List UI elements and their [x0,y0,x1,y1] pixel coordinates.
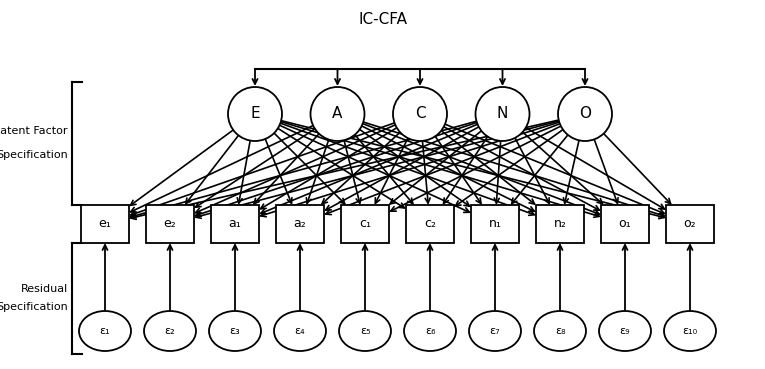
Text: N: N [496,107,508,121]
Text: ε₄: ε₄ [295,326,305,336]
Text: ε₆: ε₆ [425,326,435,336]
Circle shape [311,87,364,141]
FancyBboxPatch shape [666,205,714,243]
Circle shape [476,87,529,141]
Text: o₂: o₂ [684,217,696,231]
Ellipse shape [404,311,456,351]
Circle shape [558,87,612,141]
Ellipse shape [144,311,196,351]
Text: A: A [332,107,343,121]
Text: O: O [579,107,591,121]
Ellipse shape [534,311,586,351]
Circle shape [228,87,282,141]
Ellipse shape [599,311,651,351]
FancyBboxPatch shape [146,205,194,243]
Text: c₂: c₂ [424,217,436,231]
FancyBboxPatch shape [81,205,129,243]
Text: ε₂: ε₂ [164,326,175,336]
Text: Specification: Specification [0,303,68,313]
Ellipse shape [469,311,521,351]
Text: a₁: a₁ [229,217,242,231]
Ellipse shape [79,311,131,351]
Text: o₁: o₁ [619,217,631,231]
Text: E: E [250,107,260,121]
Text: ε₃: ε₃ [230,326,240,336]
Ellipse shape [664,311,716,351]
Text: ε₁: ε₁ [99,326,110,336]
Circle shape [393,87,447,141]
Text: Specification: Specification [0,151,68,161]
Text: C: C [415,107,425,121]
FancyBboxPatch shape [471,205,519,243]
Text: Residual: Residual [21,284,68,294]
Text: ε₇: ε₇ [490,326,500,336]
Text: n₂: n₂ [554,217,566,231]
FancyBboxPatch shape [341,205,389,243]
Text: ε₈: ε₈ [555,326,565,336]
Text: n₁: n₁ [489,217,501,231]
Ellipse shape [274,311,326,351]
Text: c₁: c₁ [359,217,371,231]
Text: ε₉: ε₉ [620,326,630,336]
Text: e₂: e₂ [164,217,177,231]
FancyBboxPatch shape [406,205,454,243]
Text: Latent Factor: Latent Factor [0,127,68,137]
Text: ε₅: ε₅ [360,326,370,336]
Ellipse shape [339,311,391,351]
FancyBboxPatch shape [601,205,649,243]
Text: e₁: e₁ [99,217,112,231]
Ellipse shape [209,311,261,351]
Text: ε₁₀: ε₁₀ [682,326,698,336]
FancyBboxPatch shape [536,205,584,243]
FancyBboxPatch shape [276,205,324,243]
Text: a₂: a₂ [294,217,306,231]
FancyBboxPatch shape [211,205,259,243]
Text: IC-CFA: IC-CFA [358,12,407,27]
